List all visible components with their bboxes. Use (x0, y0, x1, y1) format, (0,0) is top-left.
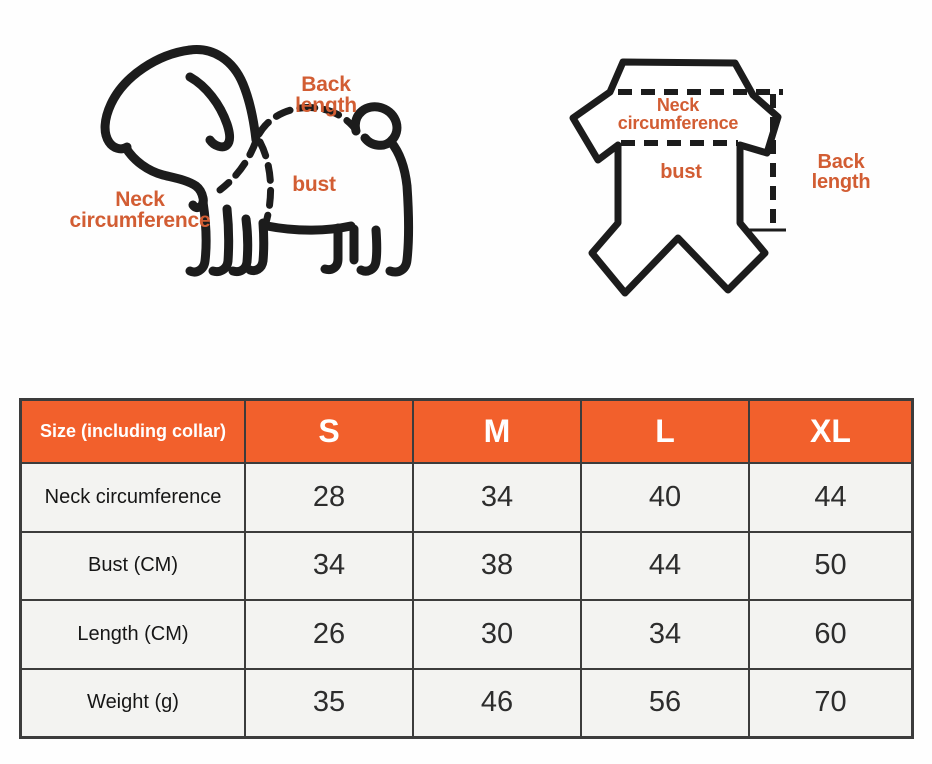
garment-back-length-label: Back length (811, 151, 871, 194)
dog-back-length-label: Back length (295, 73, 357, 118)
cell-bust-xl: 50 (750, 532, 911, 599)
size-table: Size (including collar) S M L XL Neck ci… (19, 398, 914, 739)
cell-weight-m: 46 (414, 669, 580, 736)
garment-illustration (569, 58, 786, 297)
cell-length-l: 34 (582, 601, 748, 668)
dog-front-leg-inner (208, 204, 234, 277)
dog-rear-leg-outer (385, 137, 413, 277)
garment-neck-label-line2: circumference (617, 113, 739, 134)
size-header-l: L (582, 401, 748, 462)
dog-rear-leg-inner (356, 225, 382, 276)
cell-bust-s: 34 (246, 532, 412, 599)
back-length-measure-arc (255, 104, 360, 138)
garment-outline (569, 58, 782, 297)
size-header-s: S (246, 401, 412, 462)
row-label-length: Length (CM) (22, 601, 244, 668)
cell-neck-xl: 44 (750, 464, 911, 531)
dog-ear-line (185, 72, 235, 152)
row-label-bust: Bust (CM) (22, 532, 244, 599)
row-label-neck-circumference: Neck circumference (22, 464, 244, 531)
cell-length-xl: 60 (750, 601, 911, 668)
row-label-weight: Weight (g) (22, 669, 244, 736)
cell-bust-m: 38 (414, 532, 580, 599)
garment-bust-label: bust (660, 161, 702, 183)
dog-far-front-leg-inner (245, 218, 269, 276)
cell-weight-s: 35 (246, 669, 412, 736)
cell-weight-xl: 70 (750, 669, 911, 736)
size-header-m: M (414, 401, 580, 462)
cell-length-m: 30 (414, 601, 580, 668)
dog-neck-label: Neck circumference (60, 189, 220, 232)
cell-neck-s: 28 (246, 464, 412, 531)
dog-neck-label-line2: circumference (69, 209, 211, 233)
dog-tail (350, 102, 402, 150)
cell-neck-m: 34 (414, 464, 580, 531)
dog-head-back-line (185, 45, 261, 145)
dog-front-leg-outer (185, 197, 211, 277)
cell-bust-l: 44 (582, 532, 748, 599)
dog-head-outline (100, 45, 195, 154)
dog-neck-label-line1: Neck (115, 188, 165, 211)
size-table-corner-header: Size (including collar) (22, 401, 244, 462)
dog-far-rear-leg-outer (320, 223, 343, 275)
garment-neck-label: Neck circumference (607, 96, 749, 133)
cell-weight-l: 56 (582, 669, 748, 736)
cell-length-s: 26 (246, 601, 412, 668)
dog-far-front-leg-outer (228, 214, 253, 277)
dog-illustration (100, 45, 413, 277)
garment-neck-label-line1: Neck (656, 95, 700, 115)
dog-bust-label: bust (292, 173, 336, 196)
cell-neck-l: 40 (582, 464, 748, 531)
bust-measure-curve (256, 138, 275, 230)
size-header-xl: XL (750, 401, 911, 462)
neck-measure-curve (216, 137, 260, 194)
dog-belly-line (262, 221, 356, 235)
